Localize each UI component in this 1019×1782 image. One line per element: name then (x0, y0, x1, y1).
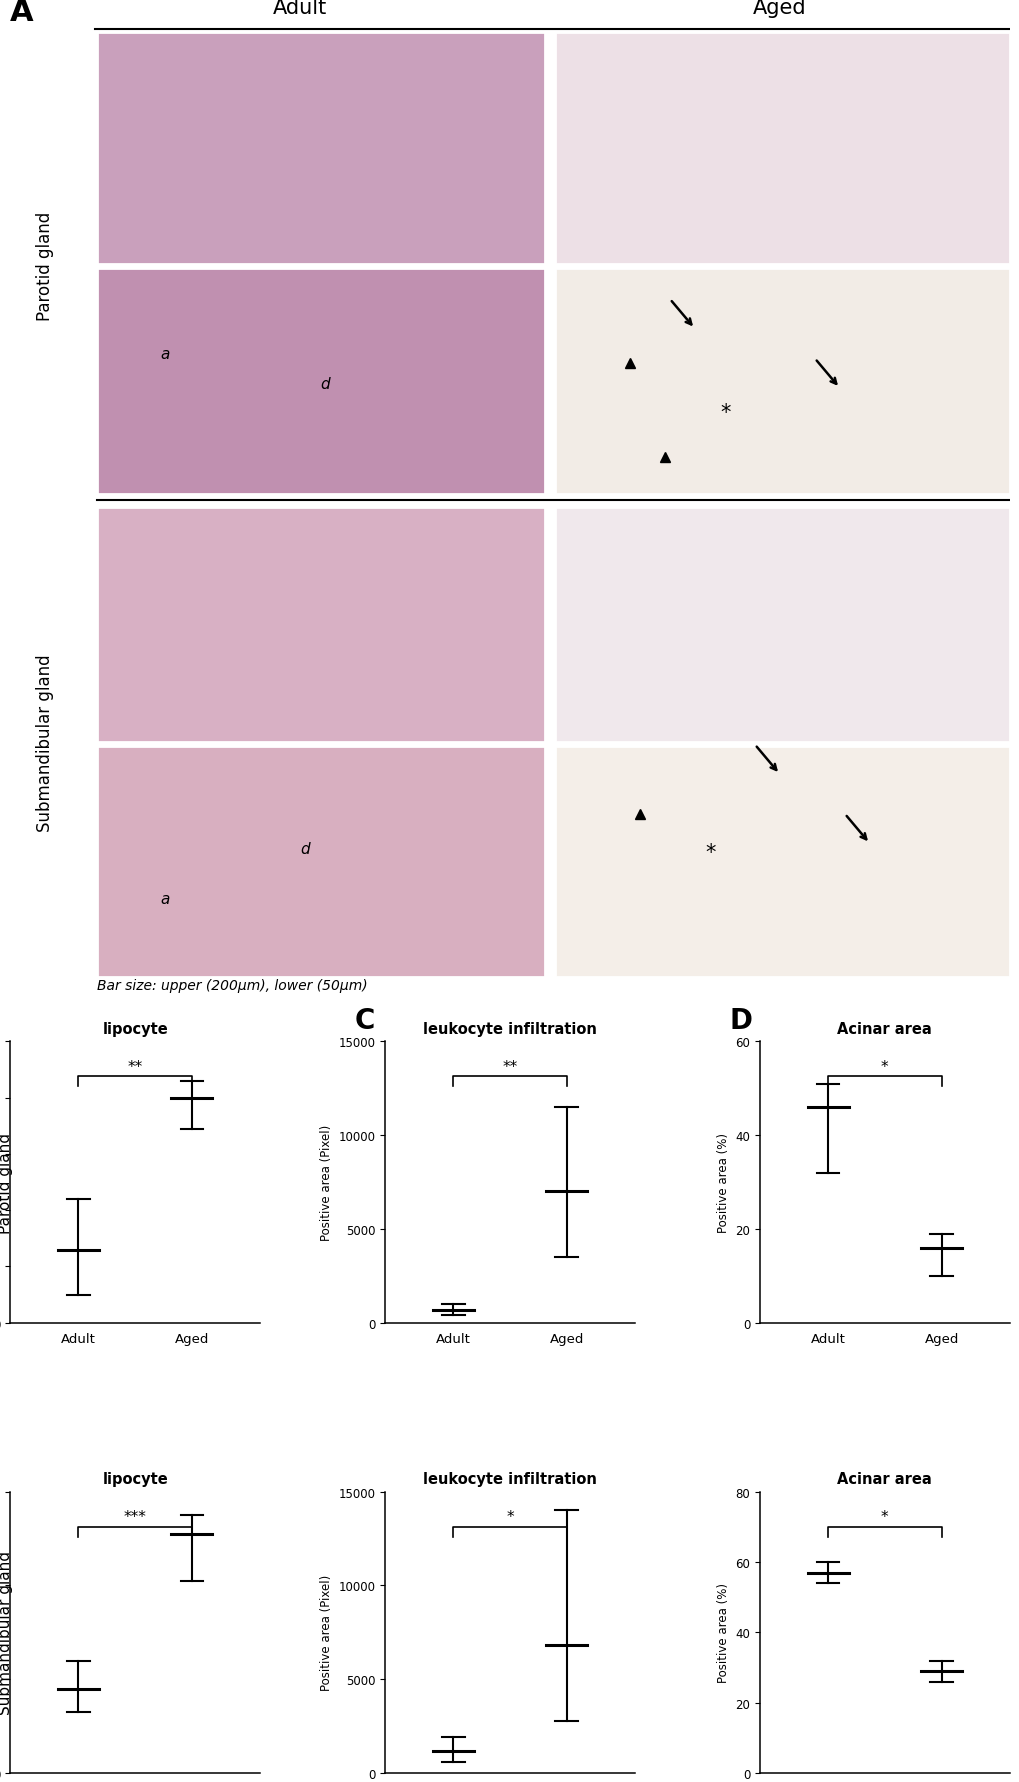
Bar (554, 747, 1009, 978)
Bar (97, 32, 544, 266)
Text: D: D (729, 1007, 752, 1035)
Text: Bar size: upper (200μm), lower (50μm): Bar size: upper (200μm), lower (50μm) (97, 978, 368, 993)
Bar (97, 747, 544, 978)
Bar (97, 269, 544, 495)
Y-axis label: Positive area (%): Positive area (%) (716, 1132, 729, 1233)
Text: **: ** (127, 1059, 143, 1075)
Title: Acinar area: Acinar area (837, 1472, 931, 1486)
Text: d: d (300, 841, 310, 857)
Title: lipocyte: lipocyte (102, 1472, 168, 1486)
Text: a: a (160, 347, 169, 362)
Text: ***: *** (123, 1509, 147, 1524)
Title: Acinar area: Acinar area (837, 1021, 931, 1037)
Y-axis label: Positive area (Pixel): Positive area (Pixel) (320, 1124, 332, 1240)
Title: leukocyte infiltration: leukocyte infiltration (423, 1472, 596, 1486)
Title: leukocyte infiltration: leukocyte infiltration (423, 1021, 596, 1037)
Text: Aged: Aged (752, 0, 806, 18)
Text: Parotid gland: Parotid gland (36, 212, 54, 321)
Text: C: C (355, 1007, 374, 1035)
Text: *: * (704, 843, 714, 862)
Text: A: A (10, 0, 34, 27)
Bar (554, 32, 1009, 266)
Y-axis label: Positive area (%): Positive area (%) (716, 1582, 729, 1682)
Text: *: * (880, 1509, 888, 1524)
Text: *: * (880, 1059, 888, 1075)
Text: Submandibular gland: Submandibular gland (0, 1550, 12, 1714)
Bar (554, 508, 1009, 741)
Text: Submandibular gland: Submandibular gland (36, 654, 54, 832)
Text: d: d (320, 376, 329, 392)
Text: a: a (160, 891, 169, 907)
Text: **: ** (502, 1059, 517, 1075)
Bar (554, 269, 1009, 495)
Text: Parotid gland: Parotid gland (0, 1132, 12, 1233)
Text: *: * (719, 403, 730, 422)
Y-axis label: Positive area (Pixel): Positive area (Pixel) (320, 1574, 332, 1691)
Title: lipocyte: lipocyte (102, 1021, 168, 1037)
Text: *: * (505, 1509, 514, 1524)
Bar (97, 508, 544, 741)
Text: Adult: Adult (273, 0, 327, 18)
